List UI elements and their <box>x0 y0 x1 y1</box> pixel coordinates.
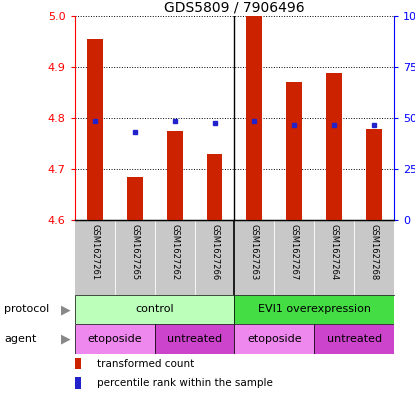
Bar <box>87 39 103 220</box>
Text: ▶: ▶ <box>61 303 71 316</box>
Text: GSM1627261: GSM1627261 <box>90 224 99 280</box>
Bar <box>166 130 183 220</box>
Bar <box>207 154 222 220</box>
Text: untreated: untreated <box>167 334 222 344</box>
Bar <box>286 82 303 220</box>
Bar <box>75 358 81 369</box>
Bar <box>366 129 382 220</box>
Text: agent: agent <box>4 334 37 344</box>
Text: transformed count: transformed count <box>97 358 194 369</box>
Text: GSM1627268: GSM1627268 <box>370 224 379 280</box>
Bar <box>247 15 262 220</box>
Text: GSM1627264: GSM1627264 <box>330 224 339 280</box>
Text: EVI1 overexpression: EVI1 overexpression <box>258 305 371 314</box>
Bar <box>234 324 315 354</box>
Bar <box>75 324 154 354</box>
Text: protocol: protocol <box>4 305 49 314</box>
Bar <box>234 295 394 324</box>
Text: GSM1627265: GSM1627265 <box>130 224 139 280</box>
Text: ▶: ▶ <box>61 332 71 345</box>
Bar <box>154 324 234 354</box>
Text: untreated: untreated <box>327 334 382 344</box>
Text: GSM1627262: GSM1627262 <box>170 224 179 280</box>
Title: GDS5809 / 7906496: GDS5809 / 7906496 <box>164 0 305 15</box>
Bar <box>127 176 143 220</box>
Bar <box>75 377 81 389</box>
Text: GSM1627267: GSM1627267 <box>290 224 299 280</box>
Text: GSM1627266: GSM1627266 <box>210 224 219 280</box>
Text: etoposide: etoposide <box>247 334 302 344</box>
Bar <box>75 295 234 324</box>
Bar <box>315 324 394 354</box>
Text: GSM1627263: GSM1627263 <box>250 224 259 280</box>
Text: etoposide: etoposide <box>87 334 142 344</box>
Text: control: control <box>135 305 174 314</box>
Text: percentile rank within the sample: percentile rank within the sample <box>97 378 273 388</box>
Bar <box>326 73 342 220</box>
